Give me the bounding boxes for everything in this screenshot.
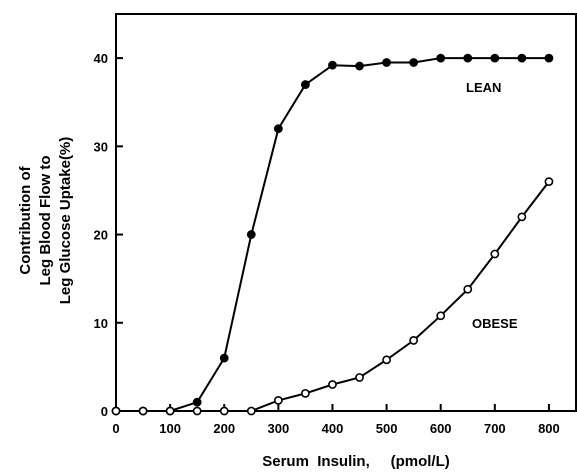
data-point-lean — [192, 397, 202, 407]
data-point-obese — [490, 249, 500, 259]
x-tick-label: 200 — [213, 421, 235, 436]
data-point-obese — [355, 373, 364, 382]
plot-frame — [115, 13, 577, 412]
y-axis-label-line: Contribution of — [17, 165, 34, 274]
data-point-obese — [463, 284, 473, 294]
series-line-lean — [116, 57, 549, 412]
axes — [115, 13, 577, 412]
data-point-lean — [490, 53, 500, 63]
x-tick-label: 400 — [322, 421, 344, 436]
y-axis-label: Contribution of Leg Blood Flow to Leg Gl… — [17, 137, 74, 305]
data-point-obese — [436, 311, 446, 321]
ticks: 0 100 200 300 400 500 600 700 800 0 10 20 30 40 — [94, 51, 560, 436]
series-label-lean: LEAN — [466, 80, 501, 95]
data-point-obese — [301, 388, 310, 398]
x-tick-label: 700 — [484, 421, 506, 436]
data-point-lean — [517, 53, 527, 63]
data-point-lean — [328, 60, 337, 70]
series-lines — [116, 57, 550, 412]
data-point-lean — [463, 53, 473, 63]
y-axis-label-line: Leg Blood Flow to — [37, 156, 54, 286]
data-point-obese — [382, 355, 391, 365]
y-axis-label-line: Leg Glucose Uptake(%) — [57, 137, 74, 305]
x-tick-label: 100 — [159, 421, 181, 436]
data-point-obese — [517, 212, 527, 222]
data-point-obese — [165, 406, 175, 416]
data-point-lean — [355, 61, 364, 71]
y-tick-label: 30 — [94, 139, 108, 154]
series-points — [111, 53, 554, 416]
data-point-obese — [219, 406, 229, 416]
data-point-obese — [273, 396, 283, 405]
data-point-lean — [544, 53, 554, 63]
data-point-lean — [436, 53, 446, 63]
data-point-lean — [273, 124, 283, 134]
x-tick-label: 300 — [268, 421, 290, 436]
data-point-obese — [192, 406, 202, 416]
y-tick-label: 10 — [94, 316, 108, 331]
x-tick-label: 0 — [112, 421, 119, 436]
data-point-lean — [246, 230, 256, 239]
data-point-lean — [219, 353, 229, 363]
data-point-obese — [138, 406, 148, 416]
series-line-obese — [116, 180, 550, 412]
data-point-obese — [328, 380, 337, 389]
y-tick-label: 40 — [94, 51, 108, 66]
x-tick-label: 500 — [376, 421, 398, 436]
data-point-obese — [409, 336, 419, 345]
data-point-obese — [544, 177, 554, 187]
data-point-obese — [246, 406, 256, 416]
x-tick-label: 600 — [430, 421, 452, 436]
y-tick-label: 0 — [101, 404, 108, 419]
series-label-obese: OBESE — [472, 316, 518, 331]
data-point-lean — [301, 80, 310, 89]
data-point-lean — [409, 58, 419, 67]
x-tick-label: 800 — [538, 421, 560, 436]
data-point-obese — [111, 406, 121, 416]
data-point-lean — [382, 58, 391, 67]
x-axis-label: Serum Insulin, (pmol/L) — [262, 453, 450, 470]
y-tick-label: 20 — [94, 228, 108, 243]
